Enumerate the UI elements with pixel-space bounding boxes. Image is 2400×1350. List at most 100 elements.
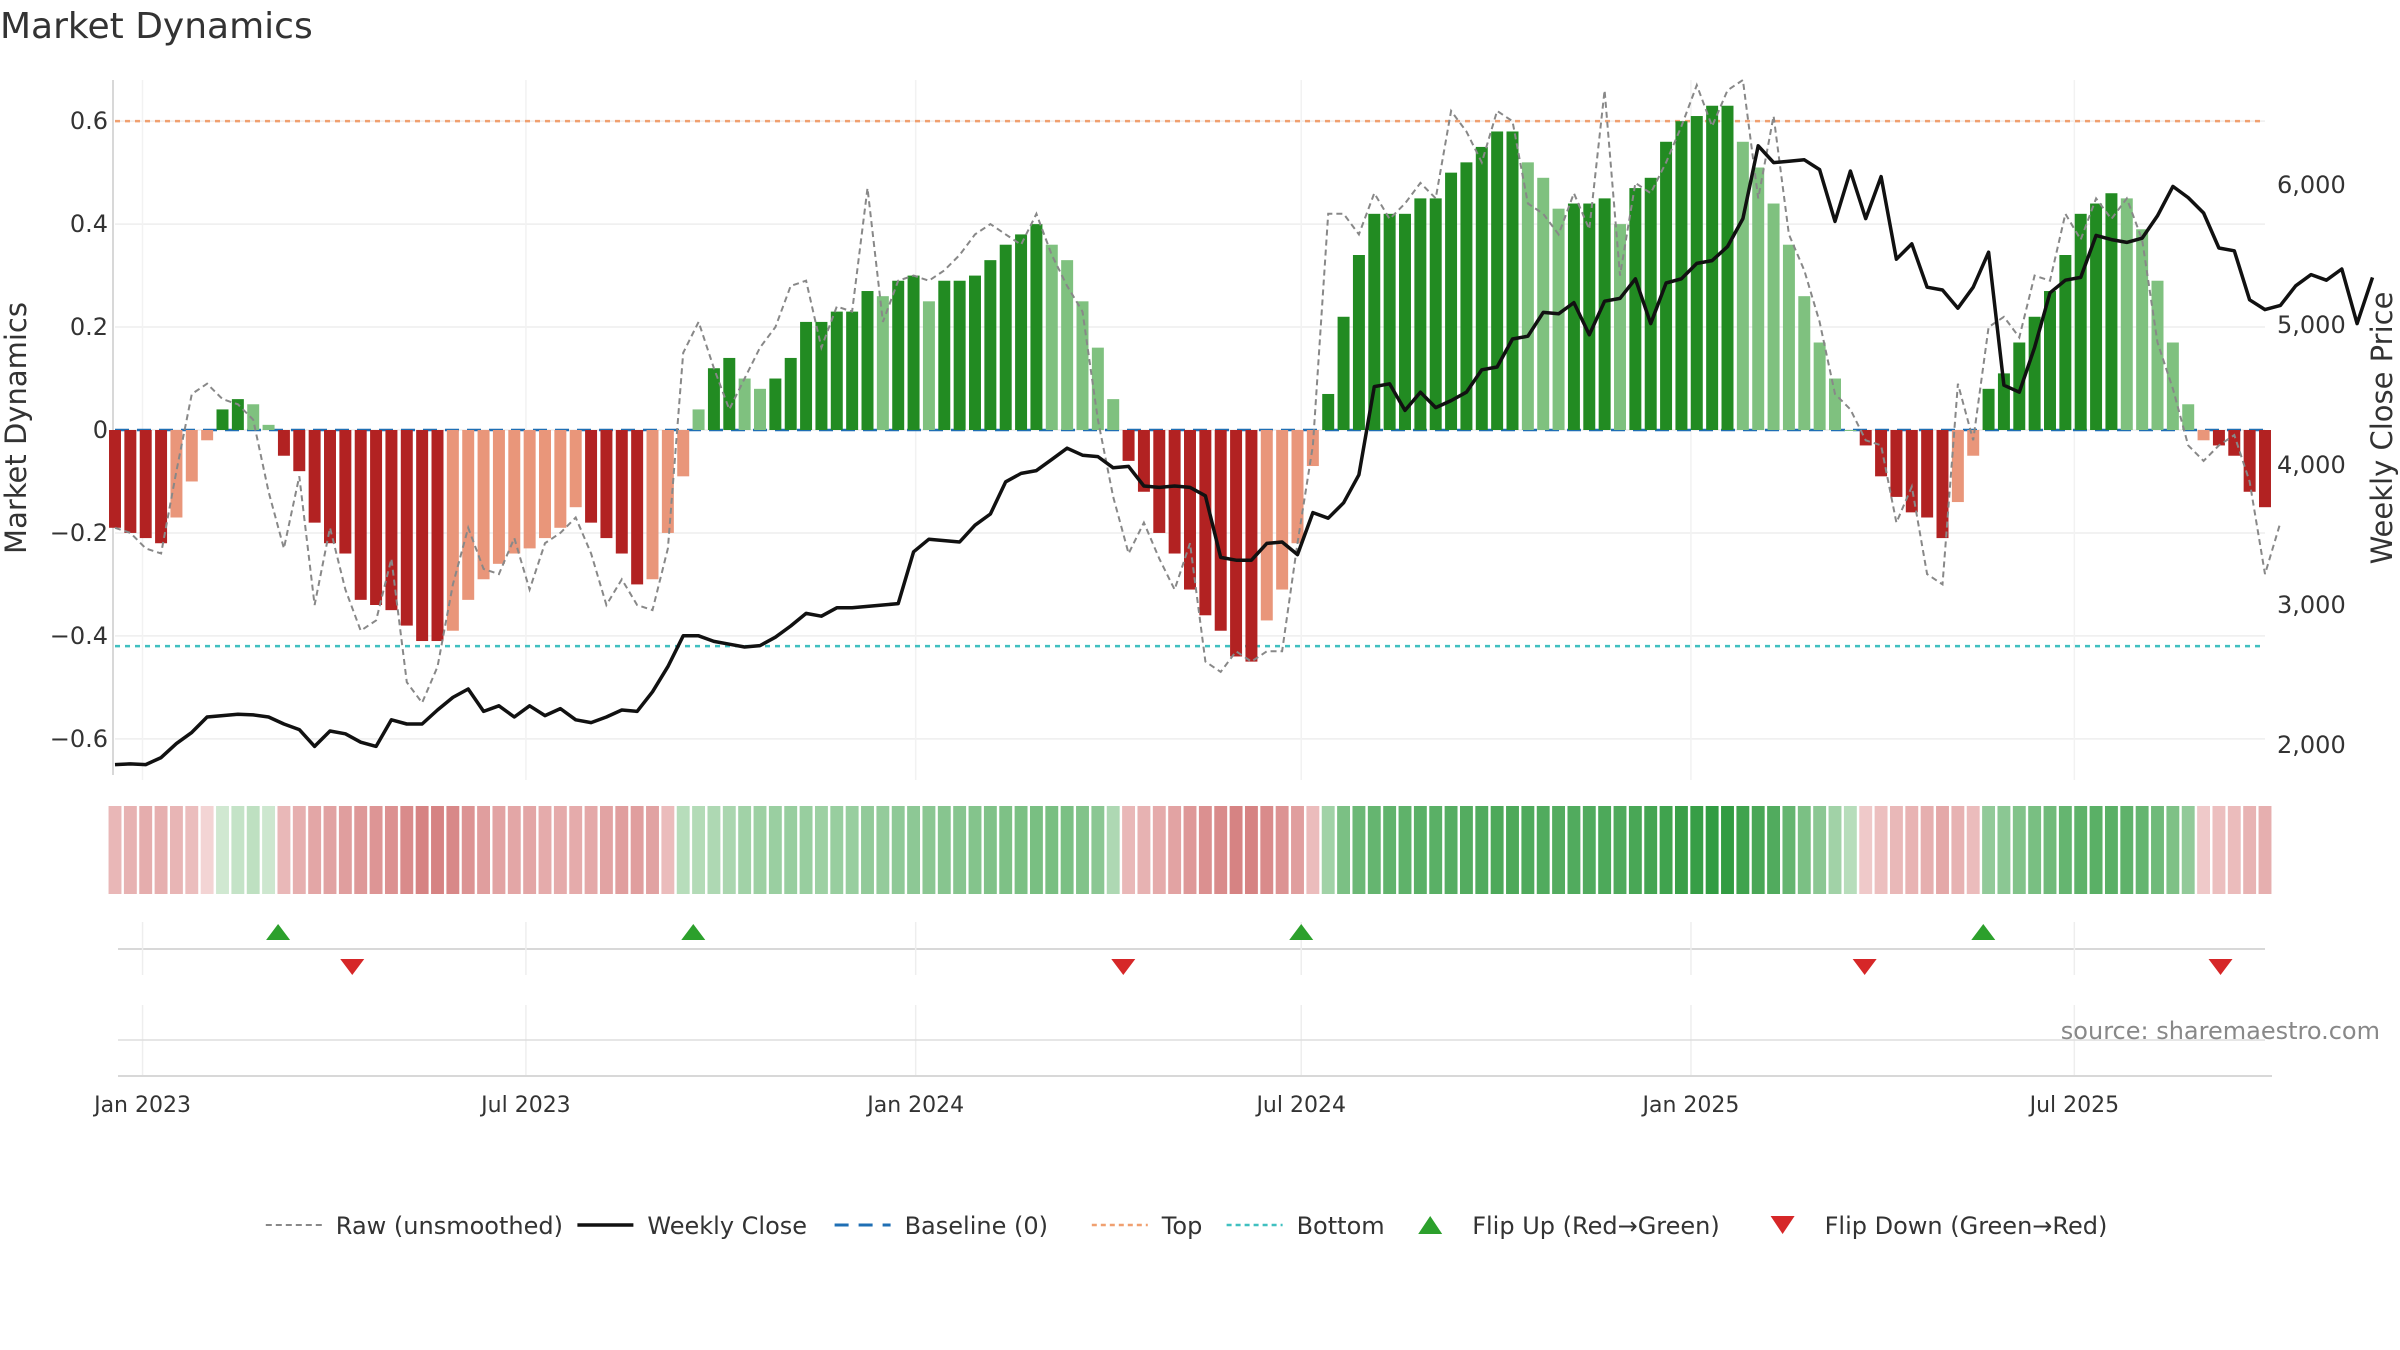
color-strip-cell — [1874, 806, 1888, 894]
color-strip-cell — [308, 806, 322, 894]
dynamics-bar — [2182, 404, 2195, 430]
dynamics-bar — [969, 275, 981, 430]
color-strip-cell — [2151, 806, 2164, 894]
dynamics-bar — [1936, 430, 1949, 539]
color-strip-cell — [262, 806, 276, 894]
flip-up-marker — [1289, 924, 1314, 940]
color-strip-cell — [1183, 806, 1197, 894]
dynamics-bar — [416, 430, 429, 642]
color-strip-cell — [1628, 806, 1642, 894]
color-strip-cell — [1859, 806, 1873, 894]
dynamics-bar — [1629, 188, 1642, 430]
color-strip-cell — [1751, 806, 1765, 894]
dynamics-bar — [1322, 393, 1335, 430]
left-y-tick-label: 0.4 — [70, 210, 108, 238]
dynamics-bar — [1414, 198, 1427, 430]
color-strip-cell — [1828, 806, 1842, 894]
dynamics-bar — [201, 430, 214, 441]
right-y-axis-label: Weekly Close Price — [2365, 292, 2399, 565]
dynamics-bar — [2013, 342, 2026, 430]
dynamics-bar — [277, 430, 290, 456]
color-strip-cell — [384, 806, 398, 894]
color-strip-cell — [615, 806, 629, 894]
right-y-tick-label: 4,000 — [2277, 451, 2346, 479]
source-credit: source: sharemaestro.com — [2061, 1017, 2380, 1045]
dynamics-bar — [615, 430, 628, 554]
color-strip-cell — [1413, 806, 1427, 894]
color-strip-cell — [1214, 806, 1228, 894]
dynamics-bars — [109, 105, 2271, 662]
color-strip-cell — [784, 806, 798, 894]
color-strip-cell — [216, 806, 229, 894]
color-strip-cell — [1076, 806, 1089, 894]
color-strip-cell — [1721, 806, 1734, 894]
dynamics-bar — [1337, 316, 1350, 430]
flip-markers-panel — [118, 922, 2265, 975]
color-strip-cell — [169, 806, 183, 894]
dynamics-bar — [523, 430, 536, 549]
flip-down-marker — [2208, 959, 2233, 975]
dynamics-bar — [1107, 399, 1120, 430]
dynamics-bar — [2259, 430, 2271, 508]
color-strip-cell — [431, 806, 444, 894]
color-strip-cell — [738, 806, 752, 894]
dynamics-bar — [1552, 208, 1565, 430]
color-strip-cell — [1306, 806, 1320, 894]
x-tick-label: Jan 2023 — [92, 1093, 191, 1118]
color-strip-cell — [937, 806, 951, 894]
dynamics-bar — [677, 430, 690, 477]
dynamics-bar — [1537, 177, 1550, 430]
left-y-axis: −0.6 −0.4 −0.2 0 0.2 0.4 0.6 — [50, 107, 108, 753]
color-strip-cell — [1767, 806, 1781, 894]
dynamics-bar — [492, 430, 505, 564]
dynamics-bar — [1368, 213, 1381, 430]
dynamics-bar — [1076, 301, 1089, 430]
legend-label: Top — [1161, 1212, 1203, 1240]
dynamics-bar — [477, 430, 490, 580]
dynamics-bar — [1813, 342, 1826, 430]
color-strip-cell — [477, 806, 491, 894]
dynamics-bar — [800, 321, 813, 430]
legend-item: Weekly Close — [577, 1212, 807, 1240]
color-strip-cell — [599, 806, 613, 894]
color-strip-cell — [461, 806, 475, 894]
color-strip-cell — [2043, 806, 2057, 894]
color-strip-cell — [446, 806, 460, 894]
dynamics-bar — [1798, 296, 1811, 430]
color-strip-cell — [1982, 806, 1996, 894]
dynamics-bar — [139, 430, 152, 539]
dynamics-bar — [876, 296, 889, 430]
left-y-tick-label: 0.2 — [70, 313, 108, 341]
dynamics-bar — [1122, 430, 1135, 461]
dynamics-bar — [1045, 244, 1058, 430]
dynamics-bar — [861, 291, 874, 430]
color-strip-cell — [200, 806, 214, 894]
dynamics-bar — [2120, 198, 2133, 430]
legend-label: Raw (unsmoothed) — [336, 1212, 563, 1240]
dynamics-bar — [1521, 162, 1534, 430]
color-strip-cell — [1521, 806, 1535, 894]
color-strip-cell — [2012, 806, 2026, 894]
left-y-tick-label: 0.6 — [70, 107, 108, 135]
left-y-tick-label: −0.4 — [50, 622, 108, 650]
color-strip-cell — [1598, 806, 1612, 894]
color-strip-cell — [630, 806, 644, 894]
flip-up-marker — [266, 924, 291, 940]
dynamics-bar — [984, 260, 997, 430]
dynamics-bar — [892, 280, 905, 430]
dynamics-bar — [354, 430, 367, 600]
dynamics-bar — [1752, 167, 1765, 430]
dynamics-bar — [600, 430, 613, 539]
color-strip-cell — [584, 806, 598, 894]
dynamics-bar — [308, 430, 321, 523]
color-strip-cell — [246, 806, 260, 894]
right-y-tick-label: 5,000 — [2277, 311, 2346, 339]
color-strip-cell — [400, 806, 414, 894]
dynamics-bar — [1429, 198, 1442, 430]
color-strip-cell — [1782, 806, 1796, 894]
color-strip-cell — [1398, 806, 1412, 894]
dynamics-bar — [385, 430, 398, 611]
dynamics-bar — [2090, 203, 2103, 430]
color-strip-cell — [523, 806, 537, 894]
right-y-tick-label: 2,000 — [2277, 731, 2346, 759]
